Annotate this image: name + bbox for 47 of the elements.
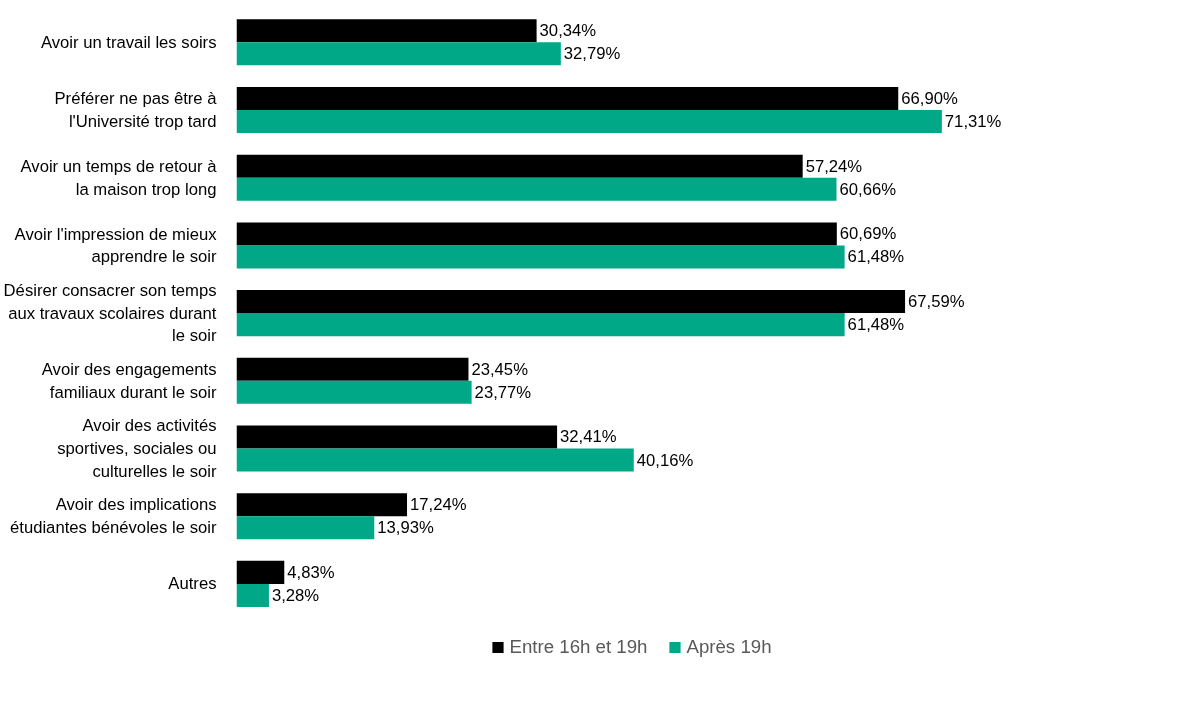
data-label: 32,41% [560,427,617,447]
data-label: 60,66% [839,179,897,199]
bar [236,154,803,178]
y-tick-label: Avoir des implications étudiantes bénévoles le soir [10,495,217,538]
y-tick-label: Désirer consacrer son temps aux travaux scolaires durant le soir [3,280,217,346]
data-label: 71,31% [944,112,1002,132]
y-tick-label: Avoir des engagements familiaux durant le soir [41,359,217,402]
bar [236,19,537,43]
y-tick-label: Avoir un travail les soirs [40,32,217,52]
data-label: 61,48% [847,315,905,335]
data-label: 67,59% [908,292,965,312]
data-label: 17,24% [410,495,467,515]
data-label: 23,45% [471,359,529,379]
bar [236,560,285,584]
data-label: 60,69% [839,224,897,244]
data-label: 32,79% [563,44,621,64]
bar [236,110,942,134]
data-label: 66,90% [901,89,958,109]
bar [236,516,375,540]
y-tick-label: Avoir un temps de retour à la maison trop long [20,156,218,199]
bar [236,87,899,111]
data-label: 13,93% [377,518,434,538]
bar [236,245,845,269]
bar [236,313,845,337]
bar [236,222,837,246]
y-tick-label: Préférer ne pas être à l'Université trop tard [54,89,218,131]
bar [236,493,408,517]
data-label: 4,83% [287,562,335,582]
data-label: 57,24% [805,156,863,176]
data-label: 3,28% [271,585,320,605]
data-label: 61,48% [847,247,905,267]
bar [236,357,469,381]
data-label: 23,77% [474,382,532,402]
bar [236,583,269,607]
bar [236,177,837,201]
data-label: 40,16% [636,450,694,470]
bar [236,290,906,314]
bar [236,42,561,66]
legend-label: Après 19h [686,636,772,658]
data-label: 30,34% [539,21,597,41]
legend-label: Entre 16h et 19h [509,636,648,658]
bar [236,380,472,404]
bar [236,448,634,472]
bar [236,425,558,449]
y-tick-label: Autres [168,574,217,594]
y-tick-label: Avoir des activités sportives, sociales ou culturelles le soir [57,416,217,481]
y-tick-label: Avoir l'impression de mieux apprendre le soir [14,224,218,267]
